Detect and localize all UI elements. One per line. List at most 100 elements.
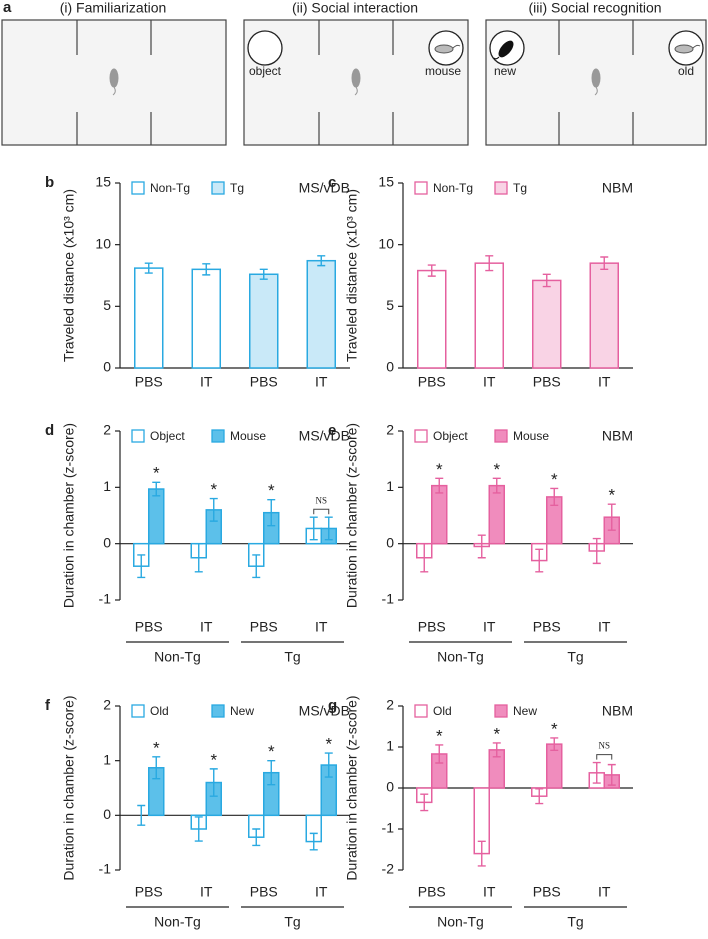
y-axis-label: Traveled distance (x10³ cm) [344, 189, 360, 362]
x-tick-label: IT [315, 884, 328, 900]
error-bar [267, 759, 276, 786]
x-tick-label: IT [315, 619, 328, 635]
legend-swatch [414, 429, 428, 443]
legend-label: New [513, 704, 537, 718]
error-bar [592, 761, 601, 784]
annotation: * [268, 481, 275, 500]
x-tick-label: PBS [418, 619, 446, 635]
legend-label: New [230, 704, 254, 718]
error-bar [492, 477, 501, 494]
error-bar [607, 763, 616, 786]
annotation: * [210, 750, 217, 769]
y-axis-label: Duration in chamber (z-score) [61, 423, 77, 608]
error-bar [324, 516, 333, 541]
y-tick-label: -1 [99, 861, 112, 877]
legend-label: Object [433, 429, 468, 443]
y-axis-label: Duration in chamber (z-score) [344, 423, 360, 608]
x-tick-label: IT [200, 374, 213, 390]
group-label: Tg [567, 649, 583, 665]
error-bar [535, 788, 544, 805]
legend-label: Old [150, 704, 169, 718]
y-axis-label: Duration in chamber (z-score) [344, 695, 360, 880]
bar [148, 488, 165, 545]
mice [109, 68, 601, 96]
bar [431, 484, 448, 545]
legend-swatch [211, 704, 225, 718]
error-bar [252, 828, 261, 847]
y-tick-label: 15 [95, 174, 111, 190]
cups [247, 30, 704, 66]
legend-swatch [131, 181, 145, 195]
annotation: * [493, 460, 500, 479]
bar [134, 267, 164, 369]
region-label: MS/vDB [299, 428, 350, 444]
region-label: NBM [602, 703, 633, 719]
bar [488, 484, 505, 545]
x-tick-label: PBS [135, 374, 163, 390]
annotation: NS [315, 495, 327, 505]
group-label: Non-Tg [437, 649, 484, 665]
error-bar [309, 832, 318, 851]
x-tick-label: PBS [250, 884, 278, 900]
x-tick-label: IT [483, 619, 496, 635]
region-label: NBM [602, 180, 633, 196]
legend-swatch [211, 181, 225, 195]
ns-bracket [313, 508, 330, 515]
x-tick-label: PBS [533, 884, 561, 900]
panel-label: f [45, 697, 51, 714]
legend-swatch [494, 429, 508, 443]
y-tick-label: 0 [103, 359, 111, 375]
error-bar [324, 752, 333, 778]
region-label: MS/vDB [299, 180, 350, 196]
x-tick-label: PBS [418, 884, 446, 900]
error-bar [550, 737, 559, 751]
y-tick-label: -1 [99, 591, 112, 607]
y-tick-label: 1 [386, 478, 394, 494]
y-tick-label: 0 [103, 806, 111, 822]
error-bar [535, 548, 544, 573]
error-bar [252, 554, 261, 579]
annotation: * [608, 486, 615, 505]
bar [417, 269, 447, 369]
bar [589, 262, 619, 369]
y-tick-label: 1 [103, 751, 111, 767]
y-tick-label: 0 [386, 779, 394, 795]
error-bar [420, 793, 429, 812]
group-label: Tg [284, 914, 300, 930]
annotation: * [493, 724, 500, 743]
legend-swatch [131, 704, 145, 718]
y-tick-label: 5 [386, 297, 394, 313]
y-tick-label: 0 [386, 359, 394, 375]
y-tick-label: 15 [378, 174, 394, 190]
y-tick-label: 5 [103, 297, 111, 313]
arena-title: (i) Familiarization [60, 0, 167, 16]
y-tick-label: 2 [103, 422, 111, 438]
error-bar [137, 554, 146, 579]
y-tick-label: 0 [103, 534, 111, 550]
group-label: Tg [567, 914, 583, 930]
panel-label: c [328, 174, 336, 191]
panel-label: b [45, 174, 54, 191]
legend-swatch [494, 704, 508, 718]
error-bar [477, 840, 486, 867]
ns-bracket [596, 754, 613, 760]
y-tick-label: 10 [95, 235, 111, 251]
legend-label: Old [433, 704, 452, 718]
bar [191, 268, 221, 369]
x-tick-label: PBS [418, 374, 446, 390]
annotation: * [551, 470, 558, 489]
y-tick-label: 1 [386, 738, 394, 754]
error-bar [152, 756, 161, 780]
x-tick-label: PBS [250, 619, 278, 635]
x-tick-label: PBS [250, 374, 278, 390]
annotation: * [551, 719, 558, 738]
x-tick-label: IT [598, 884, 611, 900]
error-bar [202, 263, 211, 276]
arena-title: (iii) Social recognition [528, 0, 661, 16]
error-bar [477, 534, 486, 559]
panel-label: a [3, 0, 12, 16]
y-tick-label: 0 [386, 534, 394, 550]
legend-label: Non-Tg [150, 181, 190, 195]
y-tick-label: 2 [386, 697, 394, 713]
